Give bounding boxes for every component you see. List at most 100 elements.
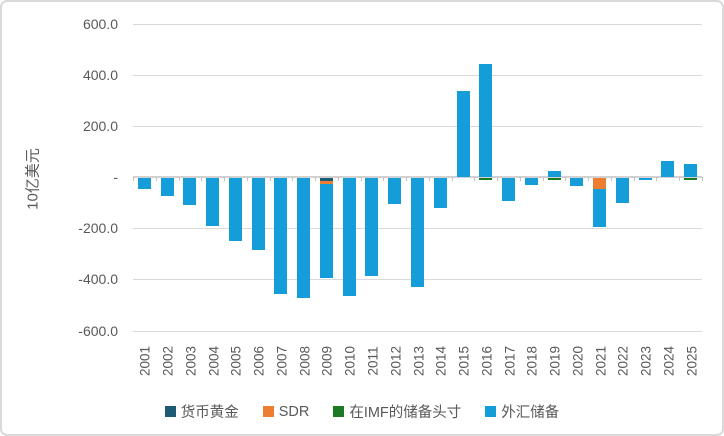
x-tick-label: 2005 (228, 345, 244, 377)
x-axis-tick (610, 177, 612, 181)
bar-segment-外汇储备-2016 (479, 64, 493, 177)
bar-segment-在IMF的储备头寸-2025 (684, 178, 698, 180)
x-tick-label: 2014 (433, 345, 449, 377)
bar-segment-外汇储备-2003 (183, 178, 197, 206)
x-tick-label: 2004 (206, 345, 222, 377)
gridline (133, 74, 702, 76)
bar-segment-外汇储备-2014 (433, 178, 447, 209)
bar-segment-外汇储备-2023 (638, 178, 652, 180)
gridline (133, 125, 702, 127)
x-axis-tick (360, 177, 362, 181)
x-axis-tick (633, 177, 635, 181)
bar-segment-SDR-2009 (319, 180, 333, 184)
x-axis-tick (269, 177, 271, 181)
bar-segment-在IMF的储备头寸-2019 (547, 178, 561, 180)
bar-segment-外汇储备-2012 (388, 178, 402, 205)
legend-item-在IMF的储备头寸: 在IMF的储备头寸 (333, 401, 461, 422)
x-axis-tick (155, 177, 157, 181)
bar-segment-外汇储备-2011 (365, 178, 379, 277)
bar-segment-外汇储备-2006 (251, 178, 265, 251)
x-axis-tick (315, 177, 317, 181)
x-axis-tick (451, 177, 453, 181)
bar-segment-外汇储备-2020 (570, 178, 584, 186)
x-tick-label: 2009 (319, 345, 335, 377)
x-tick-label: 2011 (365, 346, 381, 376)
x-axis-tick (565, 177, 567, 181)
bar-segment-货币黄金-2009 (319, 178, 333, 181)
x-tick-label: 2021 (593, 345, 609, 377)
gridline (133, 23, 702, 25)
x-tick-label: 2012 (388, 345, 404, 377)
x-axis-line (133, 176, 702, 178)
bar-segment-外汇储备-2010 (342, 178, 356, 297)
legend-item-外汇储备: 外汇储备 (485, 401, 559, 422)
bar-segment-外汇储备-2008 (297, 178, 311, 298)
x-axis-tick (656, 177, 658, 181)
x-tick-label: 2016 (479, 345, 495, 377)
bar-segment-外汇储备-2007 (274, 178, 288, 294)
bar-segment-外汇储备-2015 (456, 91, 470, 177)
x-tick-label: 2001 (137, 345, 153, 377)
x-axis-tick (519, 177, 521, 181)
y-tick-label: -400.0 (78, 271, 118, 288)
x-axis-tick (224, 177, 226, 181)
bar-segment-在IMF的储备头寸-2016 (479, 178, 493, 180)
x-axis-tick (588, 177, 590, 181)
bar-segment-外汇储备-2013 (411, 178, 424, 287)
legend-label: 货币黄金 (180, 405, 239, 421)
x-axis-tick (133, 177, 134, 181)
legend-swatch-icon (485, 406, 497, 417)
bar-segment-外汇储备-2002 (160, 178, 174, 197)
legend-swatch-icon (333, 406, 345, 417)
legend-item-SDR: SDR (262, 403, 310, 420)
x-tick-label: 2019 (547, 345, 563, 377)
legend-label: SDR (278, 403, 310, 420)
bar-segment-外汇储备-2019 (547, 170, 561, 177)
bar-segment-外汇储备-2021 (593, 189, 607, 227)
x-tick-label: 2007 (274, 345, 290, 377)
x-tick-label: 2024 (661, 345, 677, 377)
y-tick-label: - (113, 169, 118, 185)
x-tick-label: 2008 (297, 345, 313, 377)
x-tick-label: 2017 (502, 345, 518, 377)
x-axis-tick (246, 177, 248, 181)
x-tick-label: 2002 (160, 345, 176, 377)
x-tick-label: 2015 (456, 345, 472, 377)
legend-item-货币黄金: 货币黄金 (164, 401, 239, 422)
bar-segment-外汇储备-2009 (319, 183, 333, 279)
y-tick-label: 400.0 (82, 66, 118, 83)
x-axis-tick (542, 177, 544, 181)
x-axis-tick (383, 177, 385, 181)
legend-label: 外汇储备 (501, 405, 560, 421)
x-axis-tick (201, 177, 203, 181)
x-axis-tick (337, 177, 339, 181)
legend: 货币黄金 SDR 在IMF的储备头寸 外汇储备 (2, 401, 722, 422)
x-axis-tick (497, 177, 499, 181)
bar-segment-外汇储备-2025 (684, 163, 698, 177)
x-axis-tick (679, 177, 681, 181)
y-tick-label: -600.0 (78, 322, 118, 339)
bar-segment-外汇储备-2022 (615, 178, 629, 204)
bar-segment-外汇储备-2018 (524, 178, 538, 185)
x-tick-label: 2025 (684, 345, 700, 377)
x-axis-tick (702, 177, 703, 181)
bar-segment-外汇储备-2005 (228, 178, 242, 242)
x-tick-label: 2013 (411, 345, 426, 377)
legend-swatch-icon (262, 406, 274, 417)
x-tick-label: 2022 (615, 345, 631, 377)
x-axis-tick (178, 177, 180, 181)
legend-label: 在IMF的储备头寸 (349, 405, 462, 421)
x-axis-tick (474, 177, 476, 181)
x-axis-tick (406, 177, 408, 181)
x-axis-tick (292, 177, 294, 181)
x-tick-label: 2010 (342, 345, 358, 377)
y-tick-label: 200.0 (82, 117, 118, 134)
gridline (133, 330, 702, 332)
x-axis-tick (428, 177, 430, 181)
x-tick-label: 2003 (183, 345, 199, 377)
bar-segment-外汇储备-2024 (661, 161, 675, 177)
bar-segment-外汇储备-2004 (206, 178, 220, 227)
x-tick-label: 2020 (570, 345, 586, 377)
y-tick-label: -200.0 (78, 220, 118, 237)
